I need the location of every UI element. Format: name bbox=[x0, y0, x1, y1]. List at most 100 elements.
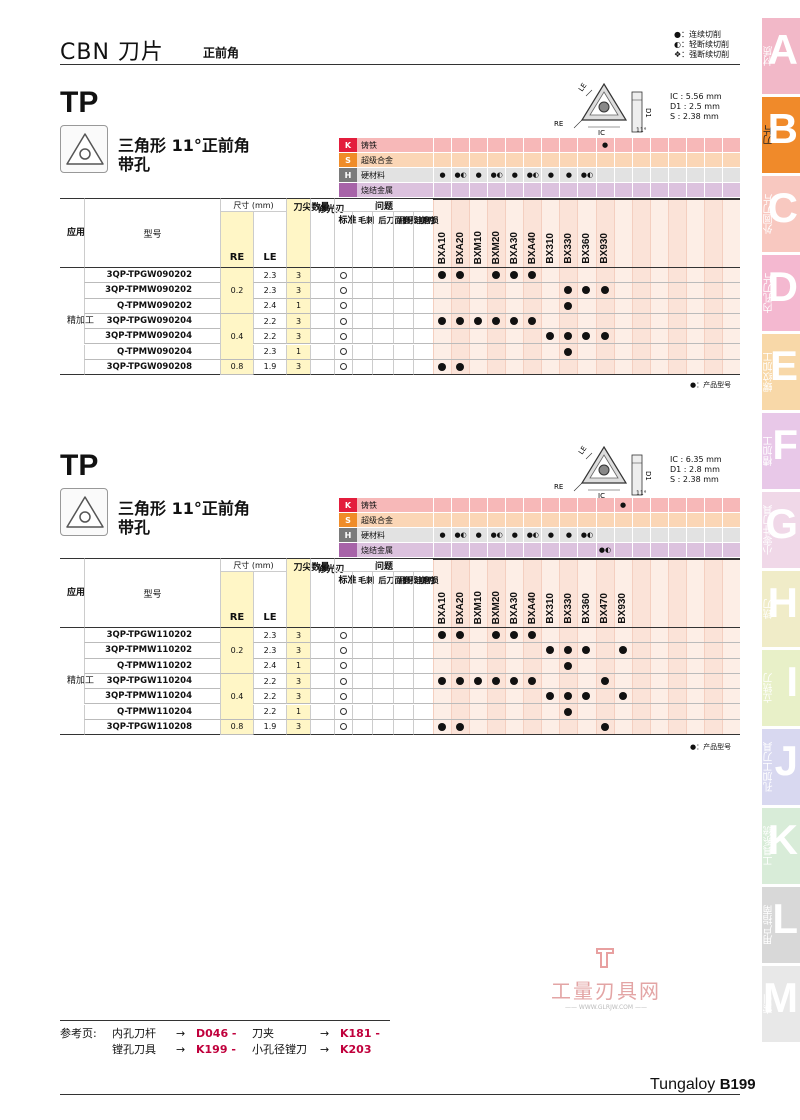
model-cell: 3QP-TPGW110204 bbox=[84, 673, 220, 690]
corners-cell: 3 bbox=[286, 643, 310, 659]
grade-cell bbox=[523, 283, 542, 299]
problem-cell bbox=[412, 268, 433, 284]
side-tab-c[interactable]: 外圆刀片 C bbox=[762, 176, 800, 252]
material-mark bbox=[613, 513, 632, 528]
side-tab-j[interactable]: 孔加工刀具 J bbox=[762, 729, 800, 805]
spec-d1: D1 : 2.8 mm bbox=[670, 465, 720, 474]
material-mark bbox=[685, 138, 704, 153]
spec-s: S : 2.38 mm bbox=[670, 475, 719, 484]
grade-cell bbox=[559, 360, 578, 376]
grade-cell bbox=[523, 674, 542, 690]
grade-cell bbox=[487, 643, 506, 659]
available-dot-icon bbox=[600, 286, 609, 295]
mark-icon: ● bbox=[511, 531, 518, 539]
material-mark bbox=[667, 498, 686, 513]
legend-item: ●：连续切削 bbox=[674, 30, 721, 39]
corners-value: 3 bbox=[295, 362, 302, 372]
le-cell: 2.2 bbox=[253, 329, 286, 345]
material-mark bbox=[703, 498, 722, 513]
side-tab-d[interactable]: 内孔刀片 D bbox=[762, 255, 800, 331]
model-cell: 3QP-TPMW090202 bbox=[84, 283, 220, 299]
grade-cell bbox=[469, 314, 488, 330]
ref-item-page[interactable]: K199 - bbox=[196, 1043, 236, 1056]
grade-column bbox=[721, 198, 740, 376]
side-tab-b[interactable]: 刀片 B bbox=[762, 97, 800, 173]
grade-cell bbox=[433, 329, 452, 345]
grade-column bbox=[703, 198, 722, 376]
standard-ring-icon bbox=[340, 723, 347, 731]
grade-cell bbox=[559, 628, 578, 644]
grade-cell bbox=[631, 299, 650, 314]
ref-item-page[interactable]: K203 bbox=[340, 1043, 372, 1056]
available-dot-icon bbox=[510, 317, 519, 326]
available-dot-icon bbox=[546, 646, 555, 655]
grade-column bbox=[469, 558, 488, 736]
material-mark bbox=[487, 513, 506, 528]
available-dot-icon bbox=[528, 631, 537, 640]
spec-list: IC : 6.35 mm D1 : 2.8 mm S : 2.38 mm bbox=[670, 455, 722, 485]
side-tab-g[interactable]: 小零件刀具 G bbox=[762, 492, 800, 568]
side-tab-k[interactable]: 工具系统 K bbox=[762, 808, 800, 884]
grade-cell bbox=[613, 268, 632, 284]
mark-icon: ●◐ bbox=[454, 171, 467, 179]
grade-cell bbox=[451, 283, 470, 299]
legend: ●：连续切削 ◐：轻断续切削 ❖：强断续切削 bbox=[674, 30, 729, 60]
grade-cell bbox=[505, 643, 524, 659]
grade-cell bbox=[559, 705, 578, 720]
side-tab-l[interactable]: 用户指南 L bbox=[762, 887, 800, 963]
available-dot-icon bbox=[564, 286, 573, 295]
footer-ref-rule bbox=[60, 1020, 390, 1021]
grade-cell bbox=[451, 720, 470, 736]
side-tab-f[interactable]: 槽加工 F bbox=[762, 413, 800, 489]
wiper-cell bbox=[310, 359, 334, 376]
side-tab-i[interactable]: 立铣刀 I bbox=[762, 650, 800, 726]
side-tab-m[interactable]: 索引 M bbox=[762, 966, 800, 1042]
grade-cell bbox=[451, 268, 470, 284]
material-name: 烧结金属 bbox=[357, 183, 433, 198]
model-cell: 3QP-TPMW090204 bbox=[84, 329, 220, 345]
available-dot-icon bbox=[582, 646, 591, 655]
material-mark: ● bbox=[559, 168, 578, 183]
material-mark bbox=[433, 513, 452, 528]
side-tab-letter: D bbox=[767, 263, 798, 310]
ref-item-page[interactable]: D046 - bbox=[196, 1027, 237, 1040]
ref-item-page[interactable]: K181 - bbox=[340, 1027, 380, 1040]
available-dot-icon bbox=[474, 677, 483, 686]
side-tab-h[interactable]: 铣刀 H bbox=[762, 571, 800, 647]
material-name: 铸铁 bbox=[357, 498, 433, 513]
model-cell: 3QP-TPGW090202 bbox=[84, 268, 220, 284]
grade-cell bbox=[523, 628, 542, 644]
model-cell: 3QP-TPMW110202 bbox=[84, 643, 220, 659]
problem-cell bbox=[352, 628, 373, 644]
insert-diagram: RE LE IC 11° D1 bbox=[552, 443, 662, 505]
standard-header: 标准 bbox=[334, 212, 357, 268]
model-value: 3QP-TPMW110204 bbox=[105, 691, 192, 702]
grade-cell bbox=[541, 643, 560, 659]
grade-cell bbox=[631, 659, 650, 674]
flank-label: 后刀面磨损 bbox=[378, 576, 419, 585]
grade-cell bbox=[451, 314, 470, 330]
corners-cell: 3 bbox=[286, 689, 310, 705]
problem-cell bbox=[352, 283, 373, 299]
standard-ring-icon bbox=[340, 692, 347, 700]
material-mark bbox=[649, 543, 668, 558]
available-dot-icon bbox=[582, 332, 591, 341]
grade-cell bbox=[667, 628, 686, 644]
side-tab-e[interactable]: 螺纹加工 E bbox=[762, 334, 800, 410]
product-note: ●：产品型号 bbox=[690, 743, 732, 751]
grade-cell bbox=[685, 329, 704, 345]
wiper-cell bbox=[310, 329, 334, 345]
grade-cell bbox=[703, 268, 722, 284]
grade-label: BX930 bbox=[599, 233, 611, 264]
le-value: 2.3 bbox=[263, 630, 277, 640]
side-tab-letter: E bbox=[769, 342, 798, 389]
grade-label: BXM10 bbox=[472, 230, 484, 264]
grade-cell bbox=[721, 345, 740, 360]
material-mark bbox=[721, 168, 740, 183]
material-mark bbox=[469, 183, 488, 198]
side-tab-a[interactable]: 材质 A bbox=[762, 18, 800, 94]
wiper-cell bbox=[310, 704, 334, 720]
corners-value: 1 bbox=[295, 301, 302, 311]
material-mark bbox=[685, 543, 704, 558]
problem-cell bbox=[352, 298, 373, 314]
